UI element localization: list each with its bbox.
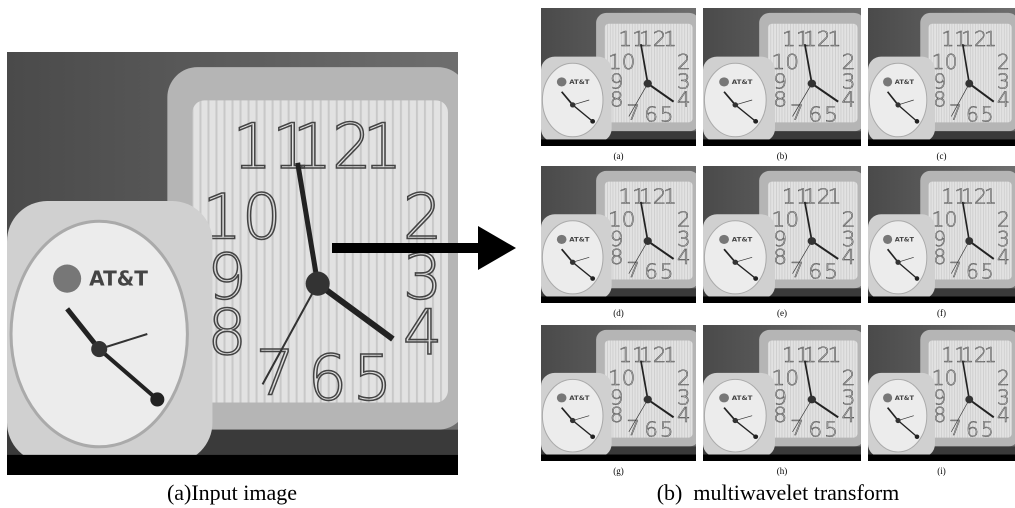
panel-image — [703, 325, 865, 461]
figure: 11 12 1 10 2 9 3 8 4 7 6 5 AT&T — [0, 0, 1015, 508]
panel-grid: (a) (b) (c) (d) (e) (f) (g) (h) (i) — [541, 8, 1015, 476]
panel-image — [868, 166, 1015, 303]
panel-label: (i) — [937, 466, 946, 476]
arrow-head — [478, 226, 516, 270]
panel-label: (c) — [937, 151, 947, 161]
page: 11 12 1 10 2 9 3 8 4 7 6 5 AT&T — [0, 0, 1015, 508]
panel-image — [703, 8, 865, 146]
panel-label: (g) — [613, 466, 624, 476]
panel-label: (f) — [937, 308, 946, 318]
panel-image — [868, 325, 1015, 461]
panel-label: (h) — [777, 466, 788, 476]
panel-image — [541, 166, 699, 303]
panel-label: (e) — [777, 308, 787, 318]
panel-label: (d) — [613, 308, 624, 318]
panel-label: (b) — [777, 151, 788, 161]
panel-label: (a) — [614, 151, 624, 161]
input-image — [7, 52, 468, 475]
panel-image — [541, 8, 699, 146]
panel-image — [868, 8, 1015, 146]
input-caption: (a)Input image — [167, 480, 297, 505]
panel-image — [703, 166, 865, 303]
output-caption: (b) multiwavelet transform — [657, 480, 900, 505]
panel-image — [541, 325, 699, 461]
